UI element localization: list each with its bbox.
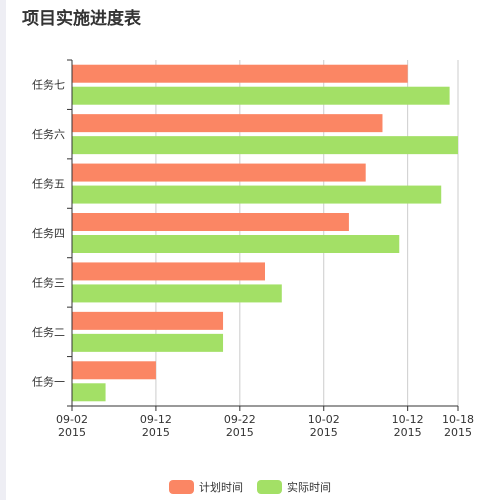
y-tick-label: 任务一 <box>32 375 65 388</box>
grid-lines <box>155 60 459 406</box>
x-tick-label: 10-18 <box>442 413 474 426</box>
bar-actual[interactable] <box>72 235 400 253</box>
legend: 计划时间 实际时间 <box>0 478 500 496</box>
bar-planned[interactable] <box>72 311 224 330</box>
bar-planned[interactable] <box>72 163 366 182</box>
bar-planned[interactable] <box>72 64 408 83</box>
y-tick-label: 任务六 <box>32 128 65 141</box>
legend-item-planned[interactable]: 计划时间 <box>169 479 243 495</box>
x-tick-label-year: 2015 <box>394 426 422 439</box>
x-tick-label-year: 2015 <box>58 426 86 439</box>
bar-actual[interactable] <box>72 136 458 155</box>
y-tick-label: 任务四 <box>32 227 65 240</box>
legend-label-actual: 实际时间 <box>287 481 331 494</box>
bar-actual[interactable] <box>72 185 442 204</box>
chart-title: 项目实施进度表 <box>22 9 141 29</box>
x-tick-label: 09-22 <box>224 413 256 426</box>
axes: 09-02201509-12201509-22201510-02201510-1… <box>32 59 474 439</box>
x-tick-label-year: 2015 <box>226 426 254 439</box>
x-tick-label: 10-02 <box>308 413 340 426</box>
x-tick-label: 10-12 <box>392 413 424 426</box>
legend-swatch-actual <box>257 480 282 494</box>
y-tick-label: 任务三 <box>32 276 65 289</box>
legend-label-planned: 计划时间 <box>199 481 243 494</box>
bars <box>72 64 458 402</box>
x-tick-label-year: 2015 <box>444 426 472 439</box>
x-tick-label: 09-12 <box>140 413 172 426</box>
x-tick-label-year: 2015 <box>310 426 338 439</box>
y-tick-label: 任务五 <box>32 178 65 191</box>
x-tick-label: 09-02 <box>56 413 88 426</box>
bar-planned[interactable] <box>72 361 156 380</box>
x-tick-label-year: 2015 <box>142 426 170 439</box>
bar-actual[interactable] <box>72 284 282 303</box>
y-tick-label: 任务七 <box>32 79 65 92</box>
bar-planned[interactable] <box>72 262 265 281</box>
left-edge-strip <box>0 0 6 500</box>
legend-item-actual[interactable]: 实际时间 <box>257 479 331 495</box>
y-tick-label: 任务二 <box>32 326 65 339</box>
bar-planned[interactable] <box>72 114 383 133</box>
bar-actual[interactable] <box>72 383 106 402</box>
bar-actual[interactable] <box>72 333 224 352</box>
bar-actual[interactable] <box>72 86 450 105</box>
legend-swatch-planned <box>169 480 194 494</box>
bar-planned[interactable] <box>72 213 349 231</box>
